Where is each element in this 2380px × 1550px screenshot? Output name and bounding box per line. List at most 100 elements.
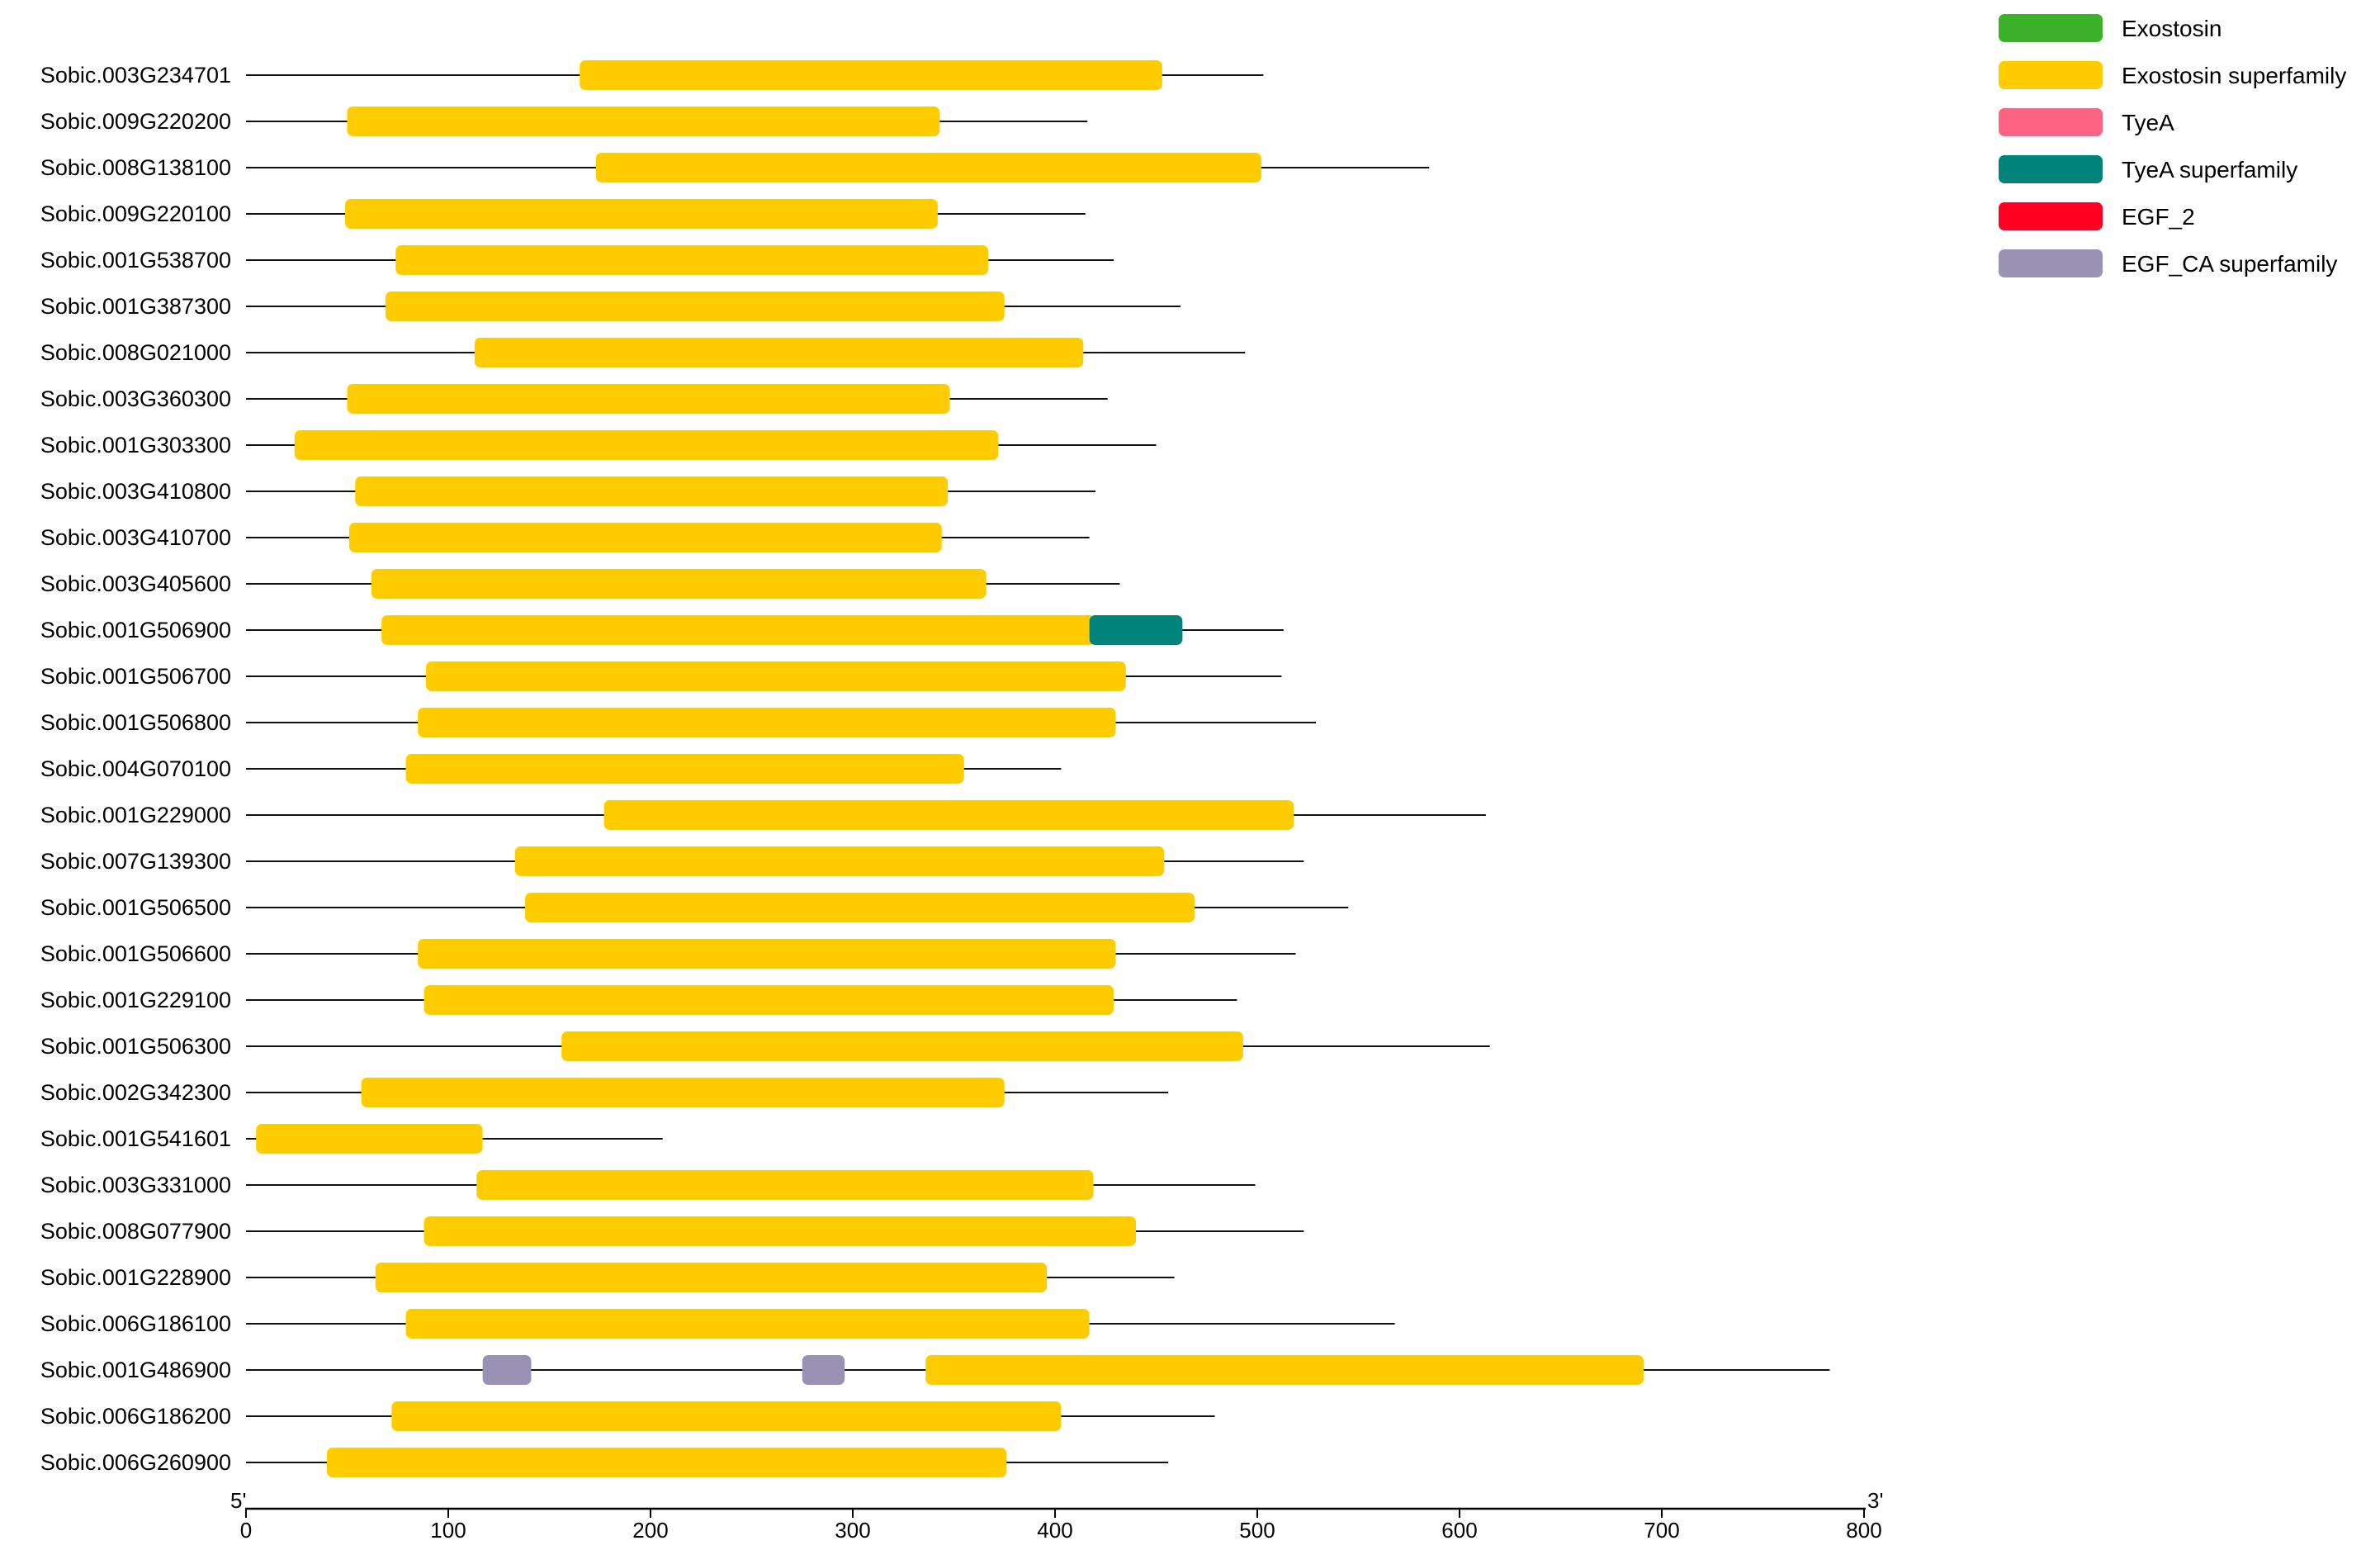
- gene-row: Sobic.001G506300: [40, 1031, 1490, 1061]
- gene-label: Sobic.002G342300: [40, 1080, 231, 1105]
- legend-item: TyeA: [1999, 108, 2174, 136]
- legend-swatch: [1999, 155, 2103, 183]
- gene-label: Sobic.001G229100: [40, 988, 231, 1012]
- domain-box: [595, 153, 1261, 182]
- gene-row: Sobic.006G186200: [40, 1401, 1215, 1431]
- gene-rows: Sobic.003G234701 Sobic.009G220200 Sobic.00…: [40, 60, 1830, 1477]
- domain-box: [580, 60, 1162, 90]
- gene-row: Sobic.003G234701: [40, 60, 1264, 90]
- domain-box: [375, 1263, 1048, 1292]
- legend-swatch: [1999, 108, 2103, 136]
- gene-row: Sobic.003G360300: [40, 384, 1108, 414]
- axis-tick-label: 200: [632, 1518, 668, 1543]
- gene-row: Sobic.001G303300: [40, 430, 1157, 460]
- domain-box: [395, 245, 989, 275]
- gene-row: Sobic.001G486900: [40, 1355, 1830, 1385]
- legend-swatch: [1999, 14, 2103, 42]
- legend: Exostosin Exostosin superfamily TyeA TyeA s…: [1999, 14, 2346, 277]
- gene-row: Sobic.001G229100: [40, 985, 1237, 1015]
- domain-box: [514, 846, 1165, 876]
- legend-item: TyeA superfamily: [1999, 155, 2297, 183]
- domain-box: [418, 939, 1116, 969]
- axis-tick-label: 800: [1846, 1518, 1881, 1543]
- domain-box: [426, 661, 1126, 691]
- domain-box: [347, 384, 950, 414]
- legend-item: Exostosin superfamily: [1999, 61, 2346, 89]
- domain-box: [925, 1355, 1644, 1385]
- gene-row: Sobic.002G342300: [40, 1078, 1169, 1107]
- gene-label: Sobic.003G410700: [40, 525, 231, 550]
- gene-row: Sobic.001G506600: [40, 939, 1296, 969]
- legend-label: EGF_2: [2122, 204, 2195, 230]
- axis-ticks: 0 100 200 300 400 500 600 700 800: [240, 1509, 1882, 1543]
- gene-row: Sobic.001G228900: [40, 1263, 1175, 1292]
- gene-label: Sobic.001G538700: [40, 248, 231, 273]
- domain-box: [423, 1216, 1136, 1246]
- gene-row: Sobic.006G186100: [40, 1309, 1395, 1339]
- gene-label: Sobic.003G410800: [40, 479, 231, 504]
- domain-box: [802, 1355, 845, 1385]
- gene-label: Sobic.003G234701: [40, 63, 231, 88]
- domain-box: [294, 430, 999, 460]
- gene-row: Sobic.009G220100: [40, 199, 1086, 229]
- gene-label: Sobic.004G070100: [40, 756, 231, 781]
- gene-label: Sobic.006G186100: [40, 1311, 231, 1336]
- gene-label: Sobic.006G260900: [40, 1450, 231, 1475]
- gene-row: Sobic.003G410700: [40, 523, 1090, 552]
- domain-box: [345, 199, 938, 229]
- domain-box: [525, 893, 1195, 922]
- domain-box: [482, 1355, 532, 1385]
- gene-row: Sobic.001G506700: [40, 661, 1282, 691]
- legend-label: TyeA superfamily: [2122, 157, 2297, 182]
- gene-row: Sobic.001G541601: [40, 1124, 663, 1154]
- domain-box: [381, 615, 1095, 645]
- gene-row: Sobic.003G405600: [40, 569, 1120, 599]
- gene-row: Sobic.001G506800: [40, 708, 1317, 737]
- gene-row: Sobic.008G021000: [40, 338, 1246, 367]
- axis-tick-label: 400: [1037, 1518, 1072, 1543]
- legend-label: EGF_CA superfamily: [2122, 251, 2337, 277]
- gene-label: Sobic.006G186200: [40, 1404, 231, 1429]
- domain-box: [418, 708, 1116, 737]
- domain-box: [474, 338, 1084, 367]
- gene-label: Sobic.009G220100: [40, 201, 231, 226]
- domain-box: [561, 1031, 1243, 1061]
- axis-start-label: 5': [230, 1488, 246, 1513]
- gene-row: Sobic.001G506500: [40, 893, 1349, 922]
- domain-box: [405, 754, 964, 784]
- gene-label: Sobic.001G486900: [40, 1358, 231, 1382]
- gene-label: Sobic.009G220200: [40, 109, 231, 134]
- gene-row: Sobic.008G138100: [40, 153, 1430, 182]
- gene-row: Sobic.003G410800: [40, 476, 1095, 506]
- length-axis: 5' 3' 0 100 200 300 400 500 600 700 800: [230, 1488, 1883, 1543]
- gene-label: Sobic.007G139300: [40, 849, 231, 874]
- axis-end-label: 3': [1867, 1488, 1883, 1513]
- gene-label: Sobic.003G405600: [40, 571, 231, 596]
- gene-label: Sobic.001G303300: [40, 433, 231, 457]
- domain-box: [476, 1170, 1094, 1200]
- gene-label: Sobic.008G021000: [40, 340, 231, 365]
- legend-item: EGF_2: [1999, 202, 2195, 230]
- gene-label: Sobic.001G387300: [40, 294, 231, 319]
- gene-label: Sobic.001G228900: [40, 1265, 231, 1290]
- domain-box: [386, 292, 1005, 321]
- gene-row: Sobic.006G260900: [40, 1448, 1169, 1477]
- legend-swatch: [1999, 61, 2103, 89]
- domain-box: [256, 1124, 483, 1154]
- gene-label: Sobic.001G506800: [40, 710, 231, 735]
- gene-label: Sobic.001G506500: [40, 895, 231, 920]
- domain-box: [361, 1078, 1005, 1107]
- domain-box: [327, 1448, 1007, 1477]
- gene-label: Sobic.003G331000: [40, 1173, 231, 1197]
- domain-box: [371, 569, 987, 599]
- gene-label: Sobic.008G077900: [40, 1219, 231, 1244]
- gene-label: Sobic.001G506300: [40, 1034, 231, 1059]
- gene-row: Sobic.001G387300: [40, 292, 1181, 321]
- legend-swatch: [1999, 202, 2103, 230]
- gene-label: Sobic.001G506900: [40, 618, 231, 642]
- gene-row: Sobic.001G538700: [40, 245, 1114, 275]
- legend-item: EGF_CA superfamily: [1999, 249, 2337, 277]
- domain-box: [355, 476, 949, 506]
- axis-tick-label: 600: [1441, 1518, 1477, 1543]
